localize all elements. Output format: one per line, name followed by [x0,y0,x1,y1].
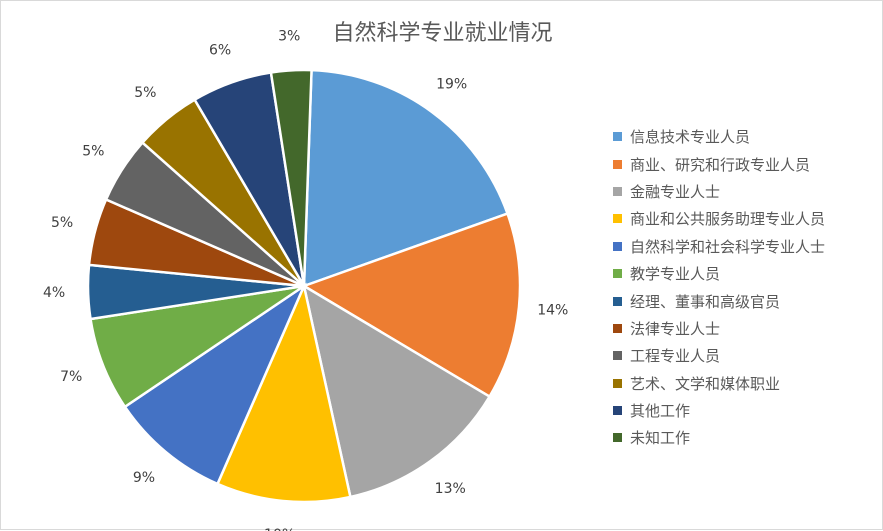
legend-swatch [613,378,622,388]
legend-item-3: 金融专业人士 [613,178,825,205]
pie-slice-2 [301,211,522,399]
legend-item-11: 其他工作 [613,397,825,424]
legend-label: 经理、董事和高级官员 [630,292,781,311]
legend-label: 未知工作 [630,429,691,448]
legend-item-2: 商业、研究和行政专业人员 [613,150,825,177]
legend-item-6: 教学专业人员 [613,260,825,287]
data-label-11: 6% [209,42,231,58]
pie-slice-5 [123,282,307,486]
legend-swatch [613,296,622,306]
legend-label: 工程专业人员 [630,347,721,366]
legend-label: 其他工作 [630,402,691,421]
data-label-4: 10% [264,527,295,531]
legend-item-5: 自然科学和社会科学专业人士 [613,233,825,260]
data-label-6: 7% [60,369,82,385]
legend-swatch [613,186,622,196]
legend-swatch [613,269,622,279]
data-label-7: 4% [43,285,65,301]
legend-label: 自然科学和社会科学专业人士 [630,237,826,256]
legend-label: 法律专业人士 [630,319,721,338]
legend-item-9: 工程专业人员 [613,342,825,369]
data-label-12: 3% [278,28,300,44]
pie-slice-1 [302,68,510,288]
data-label-8: 5% [51,215,73,231]
legend-item-4: 商业和公共服务助理专业人员 [613,205,825,232]
pie-slice-3 [302,283,492,499]
data-label-3: 13% [435,481,466,497]
legend-label: 商业、研究和行政专业人员 [630,155,811,174]
chart-title: 自然科学专业就业情况 [332,21,553,46]
data-label-1: 19% [436,76,467,92]
legend-label: 金融专业人士 [630,182,721,201]
legend-label: 商业和公共服务助理专业人员 [630,210,826,229]
data-label-2: 14% [537,302,568,318]
legend-swatch [613,406,622,416]
legend-swatch [613,214,622,224]
legend-item-8: 法律专业人士 [613,315,825,342]
legend-swatch [613,241,622,251]
legend-item-12: 未知工作 [613,424,825,451]
legend-swatch [613,433,622,443]
legend-label: 艺术、文学和媒体职业 [630,374,781,393]
pie-slice-4 [215,281,352,504]
legend-item-10: 艺术、文学和媒体职业 [613,370,825,397]
legend-swatch [613,323,622,333]
data-label-9: 5% [82,143,104,159]
legend-item-7: 经理、董事和高级官员 [613,287,825,314]
data-label-5: 9% [133,470,155,486]
pie-slice-12 [269,68,313,287]
legend-item-1: 信息技术专业人员 [613,123,825,150]
legend-swatch [613,351,622,361]
legend: 信息技术专业人员商业、研究和行政专业人员 金融专业人士商业和公共服务助理专业人员自… [613,123,825,452]
data-label-10: 5% [134,85,156,101]
legend-swatch [613,159,622,169]
legend-swatch [613,132,622,142]
legend-label: 教学专业人员 [630,265,721,284]
legend-label: 信息技术专业人员 [630,128,751,147]
